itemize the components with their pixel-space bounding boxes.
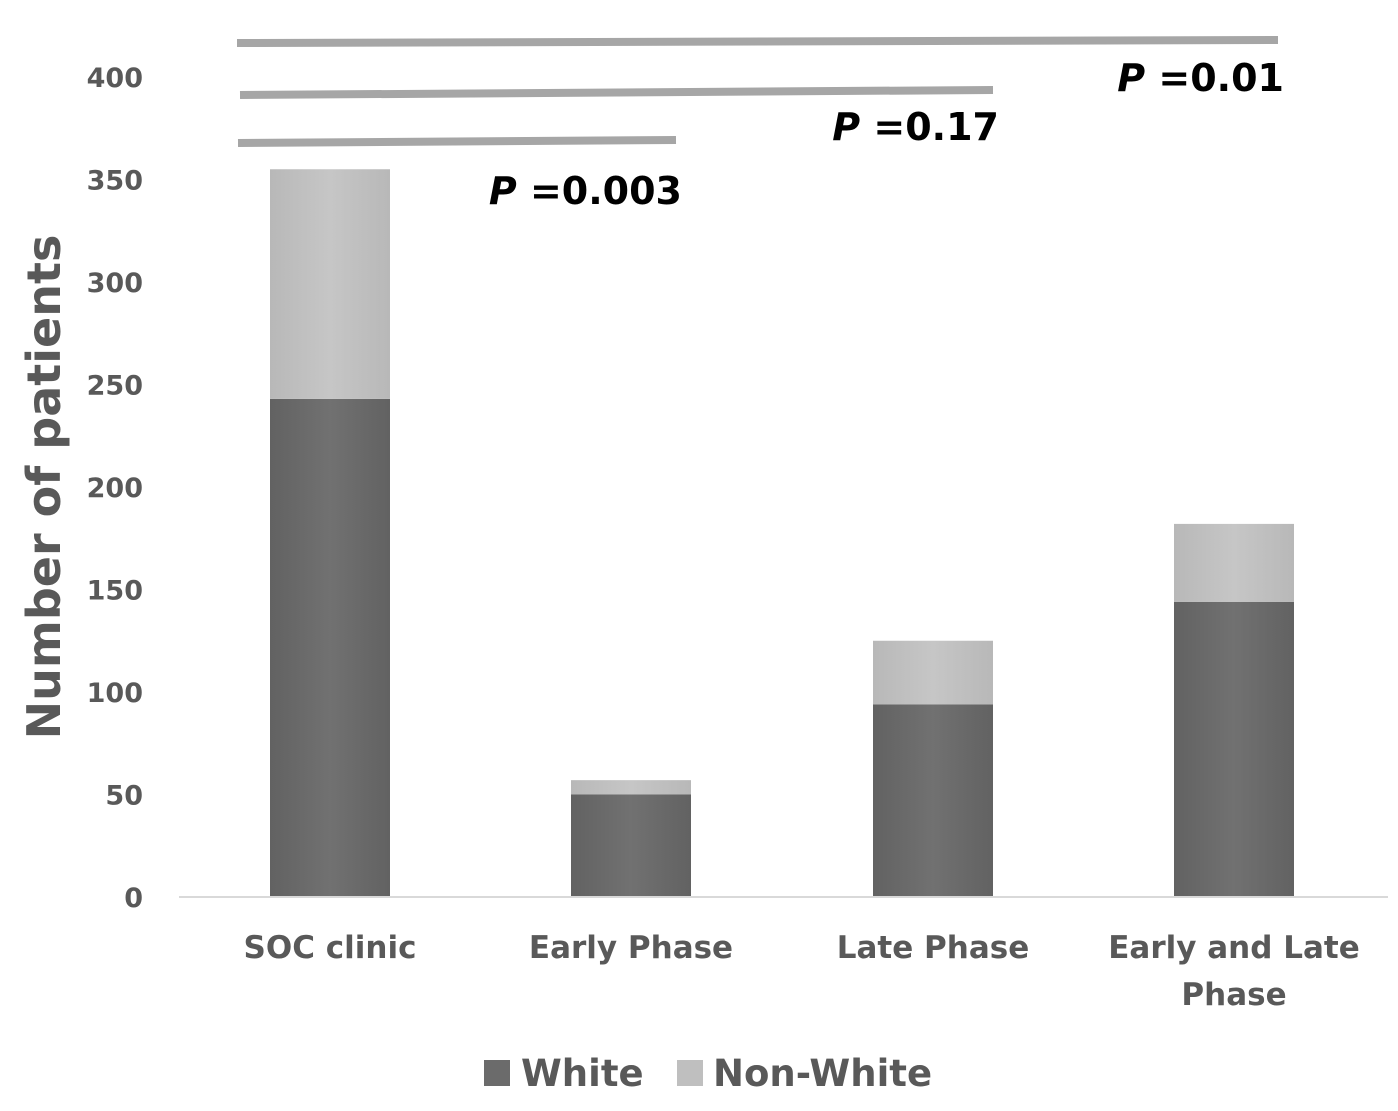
y-tick-label: 200 (87, 473, 143, 504)
bar-white (571, 794, 691, 897)
category-label: Late Phase (837, 930, 1030, 966)
bars (270, 169, 1294, 897)
y-tick-label: 0 (124, 883, 143, 914)
bracket-line (236, 36, 1279, 47)
bar-white (1174, 601, 1294, 897)
category-label: Early Phase (529, 930, 733, 966)
y-tick-label: 150 (87, 576, 143, 607)
y-tick-label: 300 (87, 268, 143, 299)
p-value-label: P =0.17 (832, 105, 999, 149)
category-label: SOC clinic (244, 930, 417, 966)
bar-non-white (1174, 523, 1294, 602)
y-tick-label: 250 (87, 371, 143, 402)
y-axis-label: Number of patients (17, 235, 71, 740)
y-tick-label: 350 (87, 166, 143, 197)
bracket-line (237, 136, 677, 147)
bar-white (873, 704, 993, 897)
legend-label: White (521, 1052, 644, 1095)
legend-swatch (677, 1060, 703, 1086)
bar-non-white (873, 640, 993, 705)
p-value-label: P =0.003 (489, 169, 682, 213)
legend: White Non-White (484, 1052, 932, 1095)
y-tick-label: 50 (105, 781, 143, 812)
y-tick-label: 100 (87, 678, 143, 709)
bracket-line (239, 86, 994, 99)
y-tick-label: 400 (87, 63, 143, 94)
category-label: Early and Late Phase (1108, 930, 1360, 1013)
y-axis-ticks: 0 50 100 150 200 250 300 350 400 (87, 63, 143, 914)
significance-brackets: P =0.003 P =0.17 P =0.01 (236, 36, 1284, 213)
legend-label: Non-White (713, 1052, 932, 1095)
category-labels: SOC clinic Early Phase Late Phase Early and… (244, 930, 1360, 1013)
legend-swatch (484, 1060, 510, 1086)
bar-non-white (270, 169, 390, 399)
p-value-label: P =0.01 (1117, 56, 1284, 100)
bar-white (270, 398, 390, 897)
bar-non-white (571, 780, 691, 795)
